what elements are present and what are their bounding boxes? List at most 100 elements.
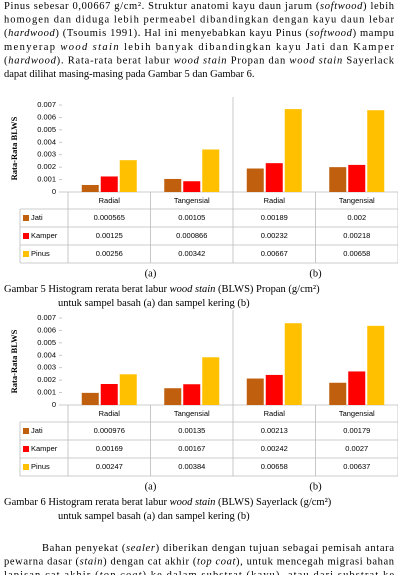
text-line: dapat dilihat masing-masing pada Gambar … — [4, 69, 254, 80]
bar — [284, 109, 302, 192]
table-value: 0.00232 — [261, 231, 288, 240]
bar — [246, 378, 264, 405]
text-segment: wood stain — [174, 56, 227, 67]
legend-swatch — [23, 428, 29, 434]
text-line: homogen dan diduga lebih permeabel diban… — [4, 15, 395, 26]
y-tick-label: 0.002 — [37, 162, 56, 171]
table-value: 0.000976 — [94, 426, 125, 435]
text-segment: softwood — [310, 29, 353, 40]
text-segment: wood stain — [289, 56, 342, 67]
table-value: 0.00105 — [178, 213, 205, 222]
text-line: lapisan cat akhir (top coat) ke dalam su… — [4, 571, 394, 575]
y-tick-label: 0.006 — [37, 325, 56, 334]
text-segment: hardwood — [8, 29, 55, 40]
panel-label: (b) — [309, 481, 322, 492]
bar — [119, 374, 137, 405]
y-tick-label: 0.004 — [37, 137, 56, 146]
x-tick-label: Radial — [99, 196, 121, 205]
x-tick-label: Tangensial — [339, 196, 375, 205]
text-segment: ) (Tsoumis 1991). Hal ini menyebabkan ka… — [55, 29, 309, 40]
bar — [284, 323, 302, 405]
legend-label: Kamper — [31, 231, 58, 240]
x-tick-label: Tangensial — [339, 409, 375, 418]
table-value: 0.002 — [347, 213, 366, 222]
bar — [246, 168, 264, 192]
legend-label: Pinus — [31, 462, 50, 471]
bar — [81, 184, 99, 192]
table-value: 0.00169 — [96, 444, 123, 453]
y-axis-label: Rata-Rata BLWS — [9, 329, 19, 393]
table-value: 0.00247 — [96, 462, 123, 471]
y-tick-label: 0.004 — [37, 350, 56, 359]
bar — [367, 325, 385, 405]
table-value: 0.00658 — [343, 249, 370, 258]
table-value: 0.00218 — [343, 231, 370, 240]
table-value: 0.00637 — [343, 462, 370, 471]
legend-label: Kamper — [31, 444, 58, 453]
text-line: untuk sampel basah (a) dan sampel kering… — [58, 511, 250, 522]
text-line: menyerap wood stain lebih banyak dibandi… — [4, 42, 395, 53]
text-segment: sealer — [126, 543, 156, 554]
text-segment: (BLWS) Sayerlack (g/cm²) — [215, 497, 331, 508]
text-segment: Propan dan — [227, 56, 288, 67]
text-segment: untuk sampel basah (a) dan sampel kering… — [58, 298, 250, 309]
table-value: 0.00242 — [261, 444, 288, 453]
text-segment: hardwood — [8, 56, 56, 67]
text-segment: ). Rata-rata berat labur — [57, 56, 173, 67]
legend-label: Jati — [31, 213, 43, 222]
x-tick-label: Tangensial — [174, 409, 210, 418]
text-segment: ) mampu — [353, 29, 395, 40]
bar — [164, 388, 182, 405]
table-value: 0.000565 — [94, 213, 125, 222]
bar — [348, 164, 366, 192]
text-segment: wood stain — [170, 497, 216, 508]
text-segment: Gambar 5 Histogram rerata berat labur — [4, 284, 170, 295]
table-value: 0.00213 — [261, 426, 288, 435]
text-segment: lebih banyak dibandingkan kayu Jati dan … — [120, 42, 395, 53]
table-value: 0.00342 — [178, 249, 205, 258]
text-line: untuk sampel basah (a) dan sampel kering… — [58, 298, 250, 309]
y-tick-label: 0.005 — [37, 125, 56, 134]
table-value: 0.00179 — [343, 426, 370, 435]
bar — [329, 167, 347, 192]
text-segment: (BLWS) Propan (g/cm²) — [215, 284, 320, 295]
text-segment: top coat — [197, 557, 236, 568]
bar — [202, 357, 220, 405]
bar — [265, 374, 283, 405]
bar — [202, 149, 220, 192]
table-value: 0.00256 — [96, 249, 123, 258]
text-segment: wood stain — [60, 42, 118, 53]
legend-label: Pinus — [31, 249, 50, 258]
text-segment: dapat dilihat masing-masing pada Gambar … — [4, 69, 254, 80]
text-line: Pinus sebesar 0,00667 g/cm². Struktur an… — [4, 1, 395, 12]
text-segment: Gambar 6 Histogram rerata berat labur — [4, 497, 170, 508]
y-tick-label: 0 — [52, 400, 56, 409]
legend-label: Jati — [31, 426, 43, 435]
text-segment: ) ke dalam substrat (kayu), atau dari su… — [142, 571, 394, 575]
text-segment: ) dengan cat akhir ( — [103, 557, 197, 568]
text-segment: menyerap — [4, 42, 59, 53]
y-axis-label: Rata-Rata BLWS — [9, 116, 19, 180]
bar — [183, 384, 201, 405]
table-value: 0.00189 — [261, 213, 288, 222]
y-tick-label: 0.007 — [37, 100, 56, 109]
panel-label: (a) — [145, 481, 157, 492]
y-tick-label: 0.003 — [37, 363, 56, 372]
text-segment: ) diberikan dengan tujuan sebagai pemisa… — [156, 543, 395, 554]
table-value: 0.00125 — [96, 231, 123, 240]
bar — [329, 382, 347, 405]
text-segment: homogen dan diduga lebih permeabel diban… — [4, 15, 395, 26]
x-tick-label: Radial — [99, 409, 121, 418]
text-segment: ) lebih — [363, 1, 395, 12]
x-tick-label: Radial — [264, 196, 286, 205]
y-tick-label: 0 — [52, 187, 56, 196]
text-segment: lapisan cat akhir ( — [4, 571, 99, 575]
legend-swatch — [23, 464, 29, 470]
text-segment: Bahan penyekat ( — [42, 543, 126, 554]
text-segment: wood stain — [170, 284, 216, 295]
x-tick-label: Radial — [264, 409, 286, 418]
bar — [367, 110, 385, 192]
text-segment: pewarna dasar ( — [4, 557, 80, 568]
table-value: 0.0027 — [345, 444, 368, 453]
